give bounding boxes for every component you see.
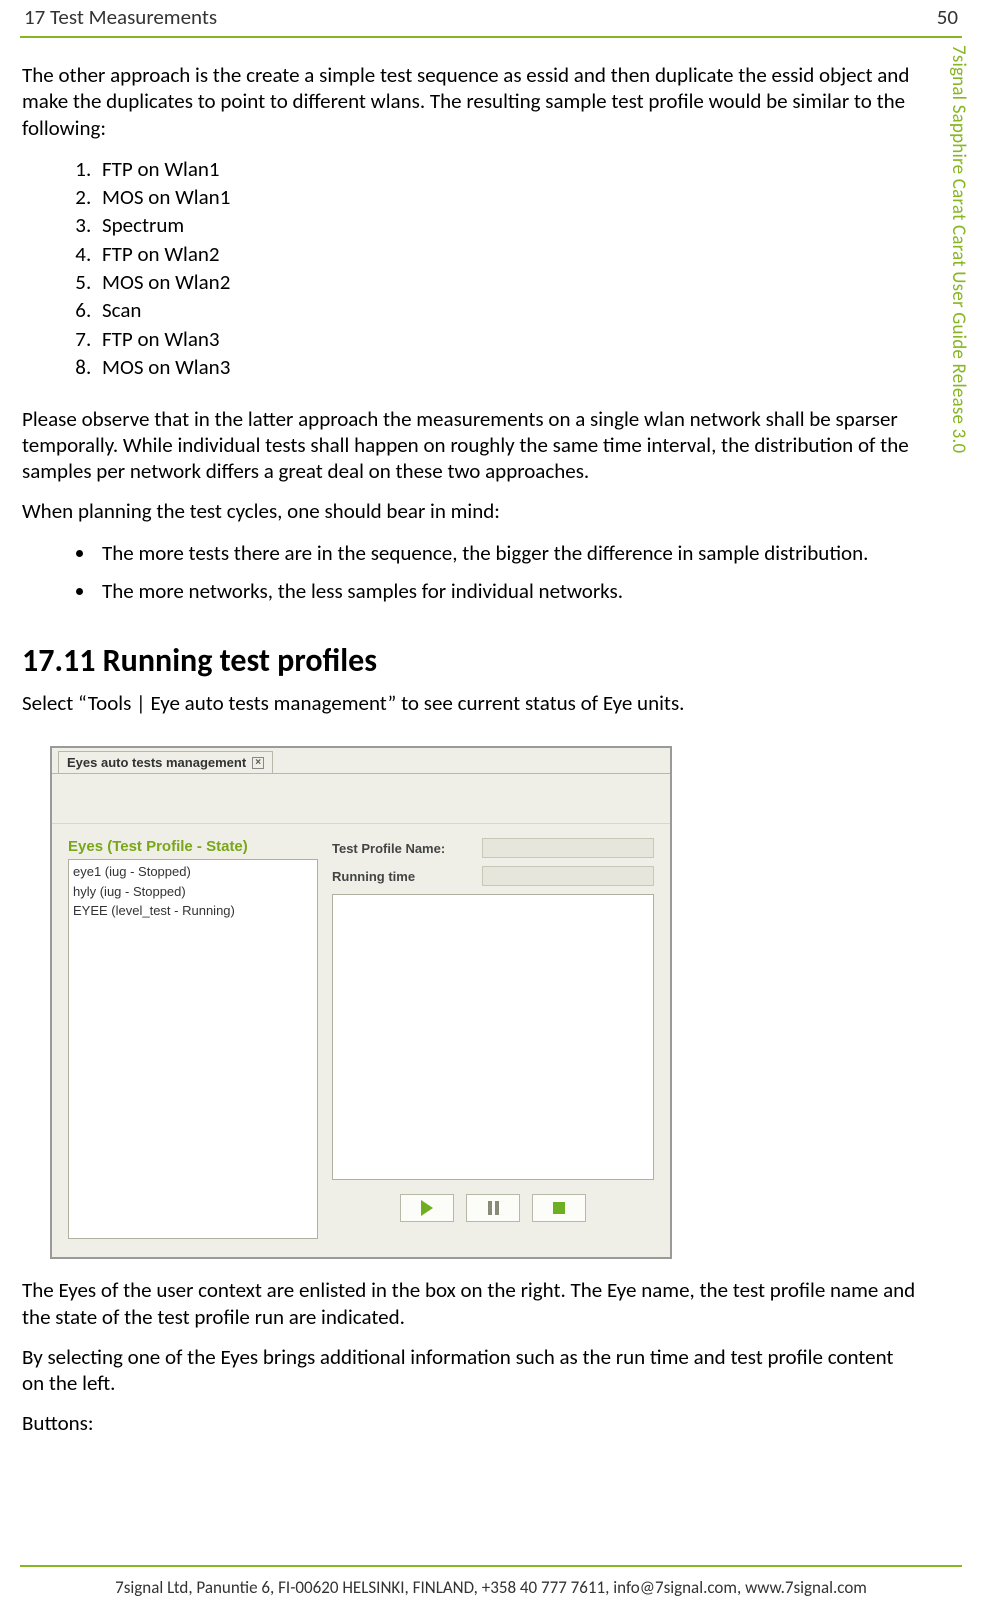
bullet-list: The more tests there are in the sequence… <box>70 539 920 606</box>
list-item: Scan <box>96 296 920 324</box>
field-running-time <box>482 866 654 886</box>
page-header: 17 Test Measurements 50 <box>20 0 962 38</box>
paragraph: By selecting one of the Eyes brings addi… <box>22 1344 920 1397</box>
list-item: MOS on Wlan1 <box>96 183 920 211</box>
label-running-time: Running time <box>332 869 472 884</box>
window: Eyes auto tests management × Eyes (Test … <box>50 746 672 1259</box>
play-button[interactable] <box>400 1194 454 1222</box>
stop-icon <box>553 1202 565 1214</box>
header-page-number: 50 <box>937 4 958 30</box>
play-icon <box>421 1200 433 1216</box>
list-item: FTP on Wlan2 <box>96 240 920 268</box>
tab-label: Eyes auto tests management <box>67 755 246 770</box>
panel-title: Eyes (Test Profile - State) <box>68 838 318 855</box>
list-item: FTP on Wlan3 <box>96 325 920 353</box>
close-icon[interactable]: × <box>252 757 264 769</box>
list-item[interactable]: eye1 (iug - Stopped) <box>73 862 313 882</box>
section-heading: 17.11 Running test profiles <box>22 641 920 680</box>
list-item: FTP on Wlan1 <box>96 155 920 183</box>
eyes-listbox[interactable]: eye1 (iug - Stopped) hyly (iug - Stopped… <box>68 859 318 1239</box>
list-item[interactable]: EYEE (level_test - Running) <box>73 901 313 921</box>
tab-strip: Eyes auto tests management × <box>52 748 670 774</box>
pause-icon <box>488 1201 499 1215</box>
toolbar-area <box>52 774 670 824</box>
side-label: 7signal Sapphire Carat Carat User Guide … <box>947 45 970 453</box>
list-item: The more networks, the less samples for … <box>96 577 920 605</box>
paragraph: The other approach is the create a simpl… <box>22 62 920 141</box>
label-test-profile-name: Test Profile Name: <box>332 841 472 856</box>
detail-listbox[interactable] <box>332 894 654 1180</box>
list-item: Spectrum <box>96 211 920 239</box>
pause-button[interactable] <box>466 1194 520 1222</box>
list-item: The more tests there are in the sequence… <box>96 539 920 567</box>
list-item: MOS on Wlan3 <box>96 353 920 381</box>
list-item: MOS on Wlan2 <box>96 268 920 296</box>
tab-eyes-auto-tests[interactable]: Eyes auto tests management × <box>58 751 273 773</box>
paragraph: Buttons: <box>22 1410 920 1436</box>
list-item[interactable]: hyly (iug - Stopped) <box>73 882 313 902</box>
paragraph: Please observe that in the latter approa… <box>22 406 920 485</box>
paragraph: The Eyes of the user context are enliste… <box>22 1277 920 1330</box>
paragraph: Select “Tools | Eye auto tests managemen… <box>22 690 920 716</box>
screenshot-figure: Eyes auto tests management × Eyes (Test … <box>50 746 920 1259</box>
page-footer: 7signal Ltd, Panuntie 6, FI-00620 HELSIN… <box>20 1565 962 1598</box>
paragraph: When planning the test cycles, one shoul… <box>22 498 920 524</box>
stop-button[interactable] <box>532 1194 586 1222</box>
field-test-profile-name <box>482 838 654 858</box>
numbered-list: FTP on Wlan1 MOS on Wlan1 Spectrum FTP o… <box>70 155 920 382</box>
control-buttons <box>332 1194 654 1222</box>
header-left: 17 Test Measurements <box>24 4 217 30</box>
